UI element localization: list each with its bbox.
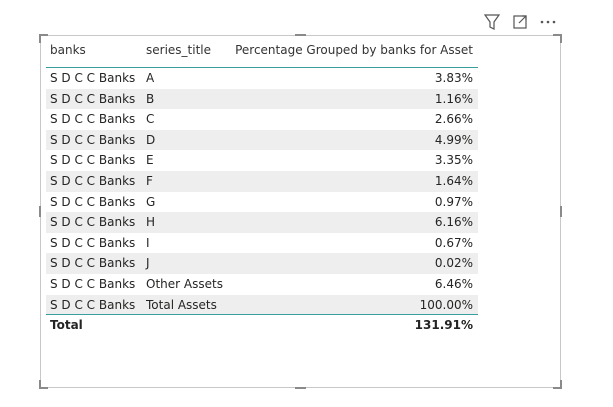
table-cell: S D C C Banks xyxy=(50,256,136,271)
row-band xyxy=(46,171,478,192)
table-cell: S D C C Banks xyxy=(50,132,136,147)
table-cell: S D C C Banks xyxy=(50,153,136,168)
table-cell: J xyxy=(146,256,150,271)
table-cell: 4.99% xyxy=(434,132,473,147)
table-cell: 2.66% xyxy=(434,112,473,127)
table-cell: S D C C Banks xyxy=(50,91,136,106)
focus-icon[interactable] xyxy=(513,15,527,29)
table-cell: I xyxy=(146,235,150,250)
table-cell: S D C C Banks xyxy=(50,297,136,312)
column-header: Percentage Grouped by banks for Asset xyxy=(235,43,473,57)
row-band xyxy=(46,129,478,151)
table-cell: 3.83% xyxy=(434,71,473,85)
column-header: series_title xyxy=(146,43,211,57)
total-label: Total xyxy=(50,318,83,333)
total-value: 131.91% xyxy=(414,318,473,333)
table-cell: Other Assets xyxy=(146,277,223,291)
table-cell: 0.67% xyxy=(434,235,473,250)
table-cell: E xyxy=(146,153,154,168)
table-cell: 1.64% xyxy=(434,174,473,188)
table-cell: Total Assets xyxy=(146,297,217,312)
row-band xyxy=(46,88,478,110)
header-rule xyxy=(46,67,478,68)
table-cell: S D C C Banks xyxy=(50,112,136,127)
header-icons[interactable] xyxy=(483,14,556,30)
table-cell: S D C C Banks xyxy=(50,194,136,209)
table-cell: A xyxy=(146,71,155,85)
row-band xyxy=(46,294,478,316)
table-cell: S D C C Banks xyxy=(50,235,136,250)
table-cell: 1.16% xyxy=(434,91,473,106)
table-cell: 3.35% xyxy=(434,153,473,168)
table-cell: S D C C Banks xyxy=(50,174,136,188)
table-cell: D xyxy=(146,132,156,147)
table-cell: S D C C Banks xyxy=(50,277,136,291)
table-cell: C xyxy=(146,112,155,127)
row-band xyxy=(46,253,478,274)
table-cell: 6.16% xyxy=(434,215,473,230)
table-cell: S D C C Banks xyxy=(50,71,136,85)
row-band xyxy=(46,212,478,233)
filter-icon[interactable] xyxy=(483,14,501,30)
column-header: banks xyxy=(50,43,86,57)
table-cell: G xyxy=(146,194,156,209)
table-cell: 0.97% xyxy=(434,194,473,209)
table-cell: 0.02% xyxy=(434,256,473,271)
total-rule xyxy=(46,314,478,316)
table-cell: S D C C Banks xyxy=(50,215,136,230)
table-cell: 6.46% xyxy=(434,277,473,291)
more-icon[interactable] xyxy=(540,20,556,24)
table-cell: 100.00% xyxy=(419,297,473,312)
table-cell: H xyxy=(146,215,156,230)
table-cell: B xyxy=(146,91,155,106)
table-cell: F xyxy=(146,174,153,188)
